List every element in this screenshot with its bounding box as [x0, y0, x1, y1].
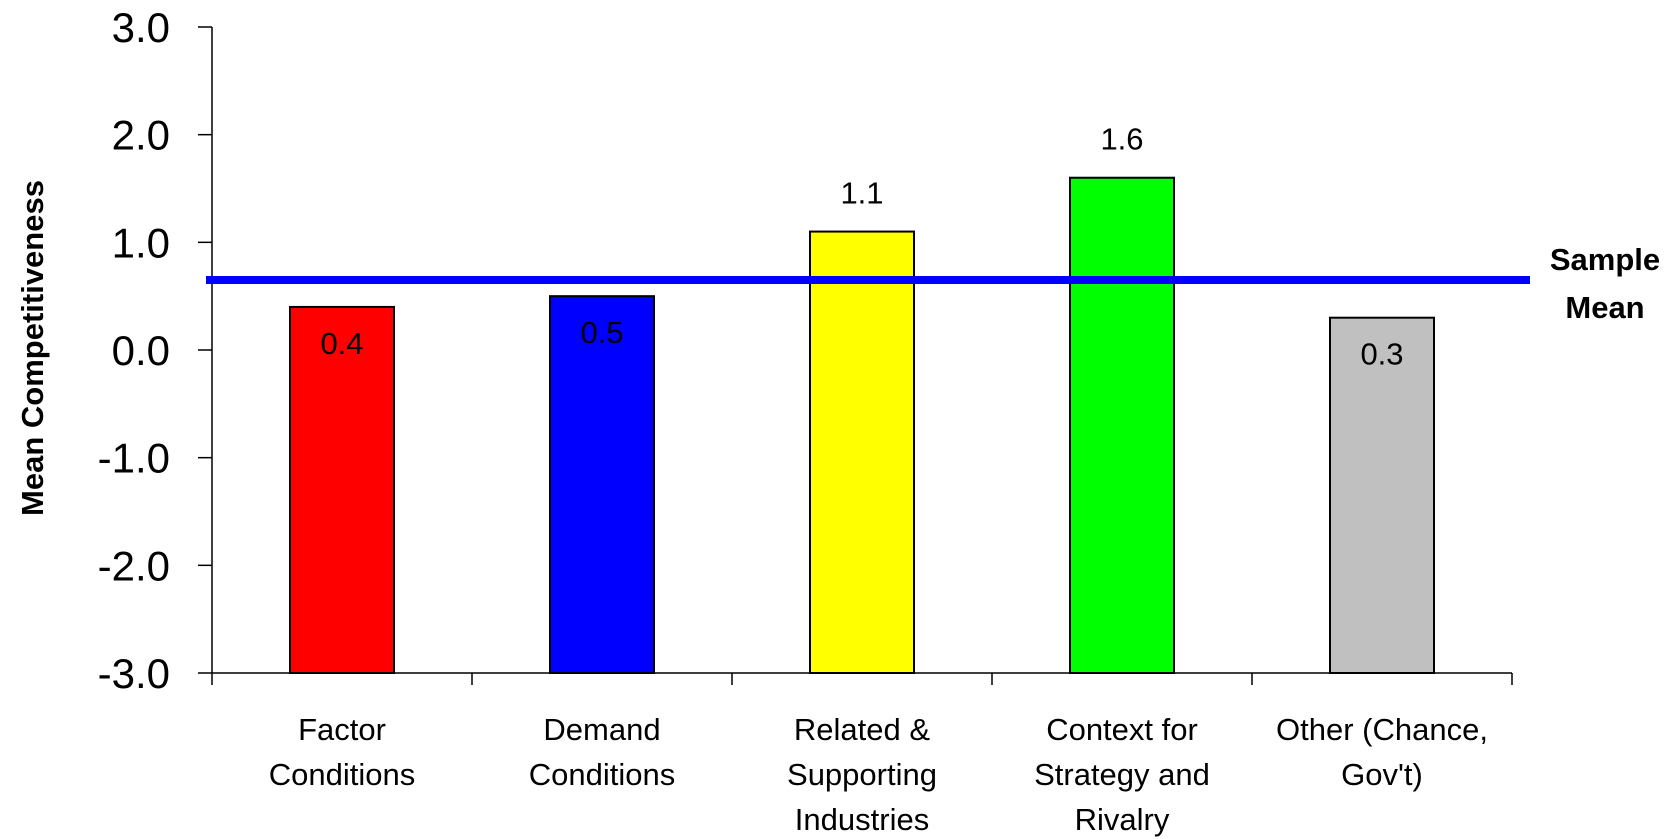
data-label-2: 0.5	[580, 315, 623, 350]
category-label-4: Context for Strategy and Rivalry	[1034, 712, 1210, 837]
y-axis-label: Mean Competitiveness	[15, 180, 50, 516]
axes-group: 3.0 2.0 1.0 0.0 -1.0 -2.0 -3.0	[98, 4, 1513, 697]
bar-2	[549, 295, 655, 674]
y-tick-label: 1.0	[112, 219, 170, 266]
bar-4	[1069, 176, 1175, 674]
y-tick-label: -1.0	[98, 435, 170, 482]
sample-mean-label: Sample Mean	[1550, 242, 1660, 325]
bar-5	[1329, 316, 1435, 674]
labels-group: 0.4 Factor Conditions 0.5 Demand Conditions 1.…	[269, 122, 1488, 837]
y-tick-label: 0.0	[112, 327, 170, 374]
data-label-4: 1.6	[1100, 122, 1143, 157]
bar-3	[809, 230, 915, 674]
y-tick-label: -2.0	[98, 542, 170, 589]
category-label-5: Other (Chance, Gov't)	[1276, 712, 1488, 792]
bars-group	[289, 176, 1435, 674]
y-tick-label: -3.0	[98, 650, 170, 697]
data-label-3: 1.1	[840, 176, 883, 211]
bar-1	[289, 305, 395, 674]
category-label-2: Demand Conditions	[529, 712, 675, 792]
category-label-1: Factor Conditions	[269, 712, 415, 792]
category-label-3: Related & Supporting Industries	[787, 712, 937, 837]
reference-line-group: Sample Mean	[206, 242, 1660, 325]
y-tick-label: 2.0	[112, 112, 170, 159]
y-tick-label: 3.0	[112, 4, 170, 51]
data-label-5: 0.3	[1360, 337, 1403, 372]
data-label-1: 0.4	[320, 326, 363, 361]
